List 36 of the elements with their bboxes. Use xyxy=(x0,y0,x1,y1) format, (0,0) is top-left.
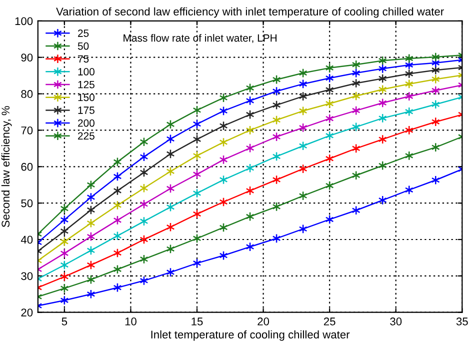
point xyxy=(431,100,440,110)
point xyxy=(431,74,440,84)
legend-label: 25 xyxy=(78,30,89,37)
legend-label: 75 xyxy=(78,55,89,63)
x-tick-label: 5 xyxy=(62,318,68,326)
legend-title: Mass flow rate of inlet water, LPH xyxy=(124,34,276,43)
legend-label: 175 xyxy=(78,106,94,114)
y-tick-label: 60 xyxy=(21,162,33,171)
point xyxy=(431,142,440,152)
y-tick-label: 50 xyxy=(21,199,33,208)
legend-label: 125 xyxy=(78,80,94,88)
legend-label: 200 xyxy=(78,119,94,127)
chart-title: Variation of second law efficiency with inlet temperature of cooling chilled water xyxy=(56,7,444,18)
x-axis-title: Inlet temperature of cooling chilled water xyxy=(151,330,350,341)
x-tick-label: 30 xyxy=(390,318,402,326)
point xyxy=(431,175,440,185)
x-tick-label: 10 xyxy=(125,318,136,326)
x-tick-label: 15 xyxy=(192,318,203,326)
legend-label: 50 xyxy=(78,42,89,50)
y-tick-label: 20 xyxy=(21,308,33,316)
x-tick-label: 20 xyxy=(258,318,270,326)
y-tick-label: 90 xyxy=(21,54,33,62)
y-tick-label: 30 xyxy=(21,272,33,280)
y-tick-label: 70 xyxy=(21,126,33,134)
point xyxy=(431,86,440,96)
y-tick-label: 100 xyxy=(15,17,33,26)
legend-label: 100 xyxy=(78,68,94,76)
y-tick-label: 40 xyxy=(20,236,33,244)
point xyxy=(431,117,440,127)
legend-label: 150 xyxy=(78,94,94,102)
y-tick-label: 80 xyxy=(21,90,33,98)
x-tick-label: 35 xyxy=(456,318,468,326)
y-axis-title: Second law efficiency, % xyxy=(1,106,12,228)
legend-label: 225 xyxy=(78,132,94,140)
x-tick-label: 25 xyxy=(324,318,336,326)
point xyxy=(431,52,440,62)
